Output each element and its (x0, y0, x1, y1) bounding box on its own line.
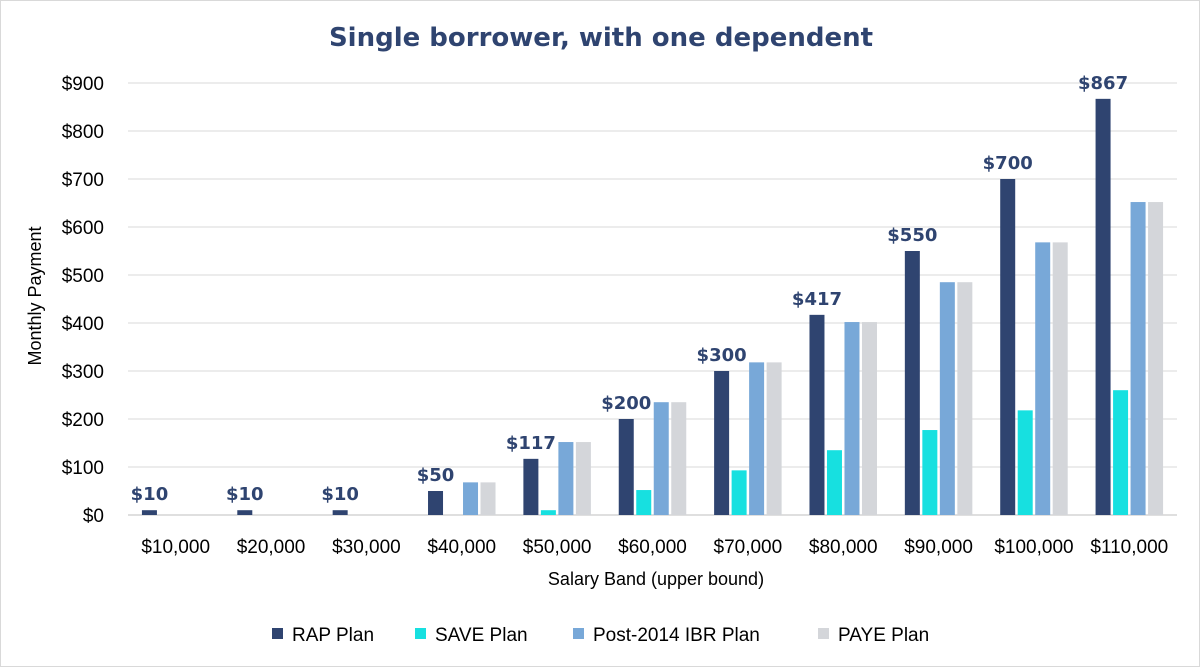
bar (540, 510, 556, 515)
bar (636, 490, 652, 515)
legend-swatch (272, 628, 283, 639)
x-tick-label: $60,000 (618, 537, 687, 558)
y-tick-label: $300 (62, 362, 104, 383)
bar (749, 362, 765, 515)
y-tick-label: $200 (62, 410, 104, 431)
legend-label: RAP Plan (292, 625, 374, 646)
bar (558, 442, 574, 515)
data-label: $700 (983, 153, 1033, 174)
chart-title: Single borrower, with one dependent (329, 23, 873, 53)
bar (671, 402, 687, 515)
bar (480, 482, 496, 515)
bar (653, 402, 669, 515)
legend-item: RAP Plan (272, 625, 374, 646)
bar (332, 510, 348, 515)
data-label: $10 (131, 484, 169, 505)
bar (1017, 410, 1033, 515)
bar (809, 314, 825, 515)
x-tick-label: $70,000 (714, 537, 783, 558)
y-axis-label: Monthly Payment (25, 226, 45, 365)
x-tick-label: $50,000 (523, 537, 592, 558)
data-labels: $10 $10 $10 $50 $117 $200 $300 $417 $550 $700 $867 (131, 73, 1128, 505)
bar (1113, 390, 1129, 515)
y-tick-label: $400 (62, 314, 104, 335)
y-tick-label: $100 (62, 458, 104, 479)
x-tick-label: $110,000 (1090, 537, 1168, 558)
bar (428, 491, 444, 515)
bar (939, 282, 955, 515)
bar (826, 450, 842, 515)
legend-swatch (818, 628, 829, 639)
x-tick-label: $90,000 (904, 537, 973, 558)
y-axis-ticks: $0 $100 $200 $300 $400 $500 $600 $700 $800 $900 (62, 74, 104, 527)
data-label: $417 (792, 289, 842, 310)
legend-item: PAYE Plan (818, 625, 929, 646)
legend-swatch (573, 628, 584, 639)
bar (861, 322, 877, 515)
legend-label: Post-2014 IBR Plan (593, 625, 760, 646)
x-tick-label: $80,000 (809, 537, 878, 558)
bars (141, 98, 1164, 516)
bar (714, 371, 730, 515)
y-tick-label: $500 (62, 266, 104, 287)
legend-swatch (415, 628, 426, 639)
bar (904, 251, 920, 515)
bar (141, 510, 157, 515)
data-label: $10 (321, 484, 359, 505)
data-label: $200 (601, 393, 651, 414)
bar (618, 419, 634, 515)
data-label: $300 (697, 345, 747, 366)
legend-label: PAYE Plan (838, 625, 929, 646)
bar (1130, 202, 1146, 516)
data-label: $50 (417, 465, 455, 486)
y-tick-label: $900 (62, 74, 104, 95)
bar (731, 470, 747, 515)
data-label: $867 (1078, 73, 1128, 94)
y-tick-label: $600 (62, 218, 104, 239)
data-label: $10 (226, 484, 264, 505)
bar (1000, 179, 1016, 515)
legend-label: SAVE Plan (435, 625, 528, 646)
legend: RAP Plan SAVE Plan Post-2014 IBR Plan PAYE … (272, 625, 929, 646)
x-tick-label: $20,000 (237, 537, 306, 558)
data-label: $117 (506, 433, 556, 454)
y-tick-label: $800 (62, 122, 104, 143)
bar (1095, 98, 1111, 515)
legend-item: Post-2014 IBR Plan (573, 625, 760, 646)
data-label: $550 (887, 225, 937, 246)
bar (1052, 242, 1068, 516)
y-tick-label: $0 (83, 506, 104, 527)
x-tick-label: $30,000 (332, 537, 401, 558)
bar (957, 282, 973, 515)
gridlines (128, 82, 1177, 516)
x-tick-label: $10,000 (141, 537, 210, 558)
x-tick-label: $100,000 (994, 537, 1073, 558)
legend-item: SAVE Plan (415, 625, 528, 646)
x-tick-label: $40,000 (427, 537, 496, 558)
bar (766, 362, 782, 515)
bar (922, 430, 938, 515)
bar (575, 442, 591, 515)
x-axis-ticks: $10,000 $20,000 $30,000 $40,000 $50,000 $60,0… (141, 537, 1168, 558)
bar (237, 510, 253, 515)
y-tick-label: $700 (62, 170, 104, 191)
bar (463, 482, 479, 515)
bar (1148, 202, 1164, 516)
bar (1035, 242, 1051, 516)
bar (523, 458, 539, 515)
x-axis-label: Salary Band (upper bound) (548, 569, 764, 589)
bar (844, 322, 860, 515)
